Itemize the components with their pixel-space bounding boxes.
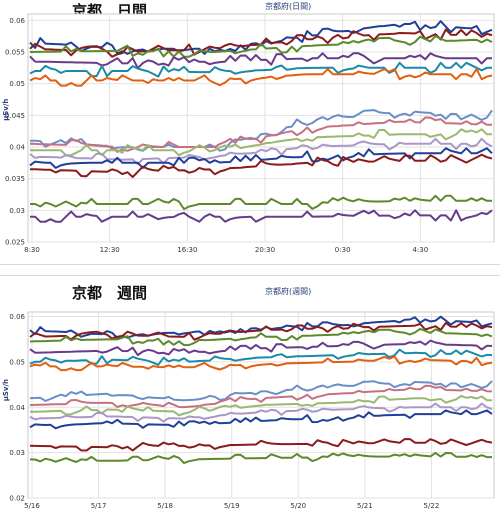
x-tick-label: 5/21 (357, 502, 373, 510)
series-line (29, 384, 493, 409)
chart-title: 京都 週間 (72, 284, 147, 302)
y-axis-label: μSv/h (2, 379, 10, 401)
series-line (29, 355, 493, 372)
x-tick-label: 20:30 (255, 246, 275, 254)
series-line (29, 52, 492, 70)
x-tick-label: 5/22 (424, 502, 440, 510)
weekly-chart: 京都 週間 京都府(週間) 0.06 0.05 0.04 0.03 0.025/16 5/17… (2, 284, 495, 510)
series-line (29, 321, 493, 341)
y-tick-label: 0.035 (5, 175, 25, 183)
x-tick-label: 8:30 (24, 246, 40, 254)
x-tick-label: 12:30 (100, 246, 120, 254)
x-tick-label: 5/20 (290, 502, 306, 510)
panel-divider (0, 264, 500, 276)
y-axis-label: μSv/h (2, 99, 10, 121)
y-tick-label: 0.025 (5, 239, 25, 247)
x-tick-label: 16:30 (177, 246, 197, 254)
chart-subtitle: 京都府(日間) (265, 1, 311, 11)
chart-subtitle: 京都府(週間) (265, 286, 311, 296)
series-line (30, 209, 493, 223)
series-line (29, 153, 493, 178)
series-line (29, 438, 493, 452)
series-line (29, 339, 493, 357)
weekly-chart-panel: 京都 週間 京都府(週間) 0.06 0.05 0.04 0.03 0.02 5/16 5/17… (0, 276, 500, 512)
series-line (29, 68, 493, 87)
y-tick-label: 0.055 (5, 49, 25, 57)
y-tick-label: 0.03 (9, 207, 25, 215)
daily-chart-panel: 京都 日間 京都府(日間) 0.06 0.055 0.05 0.045 0.04 0.035 0… (2, 1, 495, 254)
series-line (29, 61, 492, 78)
plot-area (27, 13, 495, 243)
x-tick-label: 5/17 (91, 502, 107, 510)
series-line (29, 137, 493, 166)
y-tick-label: 0.05 (9, 80, 25, 88)
y-tick-label: 0.04 (9, 144, 25, 152)
series-line (29, 116, 493, 153)
x-tick-label: 0:30 (335, 246, 351, 254)
y-tick-label: 0.06 (9, 17, 25, 25)
series-line (29, 394, 493, 417)
x-tick-label: 5/16 (24, 502, 40, 510)
x-tick-label: 5/19 (224, 502, 240, 510)
series-line (29, 147, 493, 169)
x-tick-label: 4:30 (412, 246, 428, 254)
series-line (29, 451, 492, 465)
series-line (30, 128, 492, 157)
series-line (29, 402, 493, 423)
y-tick-label: 0.04 (9, 404, 25, 412)
y-tick-label: 0.02 (9, 495, 25, 503)
y-tick-label: 0.03 (9, 449, 25, 457)
x-tick-label: 5/18 (157, 502, 173, 510)
series-line (29, 35, 493, 58)
y-tick-label: 0.06 (9, 313, 25, 321)
series-line (29, 348, 493, 366)
daily-chart: 京都 日間 京都府(日間)0.060.0550.050.0450.040.0350… (2, 1, 495, 254)
y-tick-label: 0.045 (5, 112, 25, 120)
y-tick-label: 0.05 (9, 358, 25, 366)
series-line (30, 194, 492, 211)
series-line (29, 409, 493, 430)
series-line (29, 380, 493, 402)
series-line (29, 327, 493, 347)
